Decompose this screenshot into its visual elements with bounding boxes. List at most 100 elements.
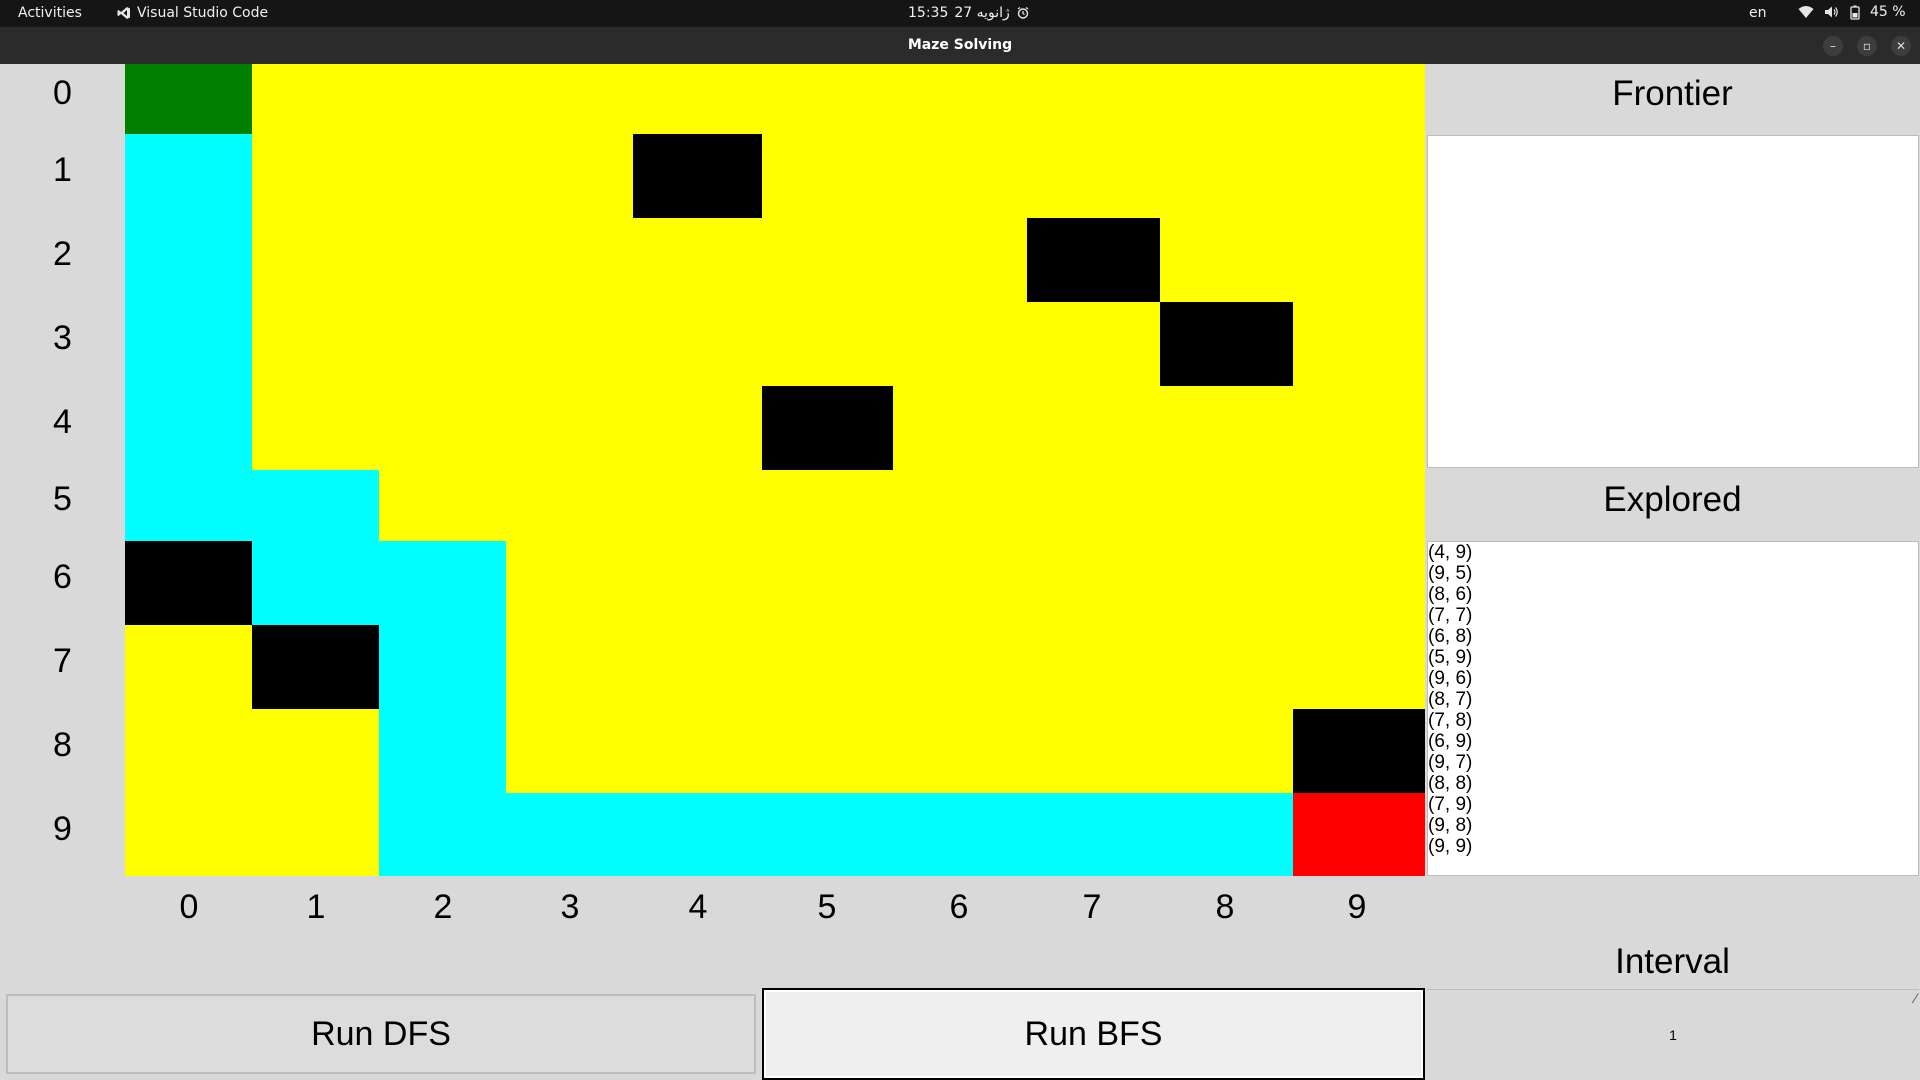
explored-cell <box>893 134 1027 218</box>
explored-cell <box>252 793 379 876</box>
column-label: 2 <box>433 888 453 926</box>
maximize-icon: ▫ <box>1862 39 1872 53</box>
explored-cell <box>506 134 633 218</box>
row-label: 4 <box>53 403 72 441</box>
list-item[interactable]: (8, 7) <box>1428 689 1473 710</box>
row-label: 9 <box>53 810 72 848</box>
system-tray[interactable]: 45 % <box>1798 4 1906 20</box>
explored-cell <box>1293 134 1425 218</box>
row-label: 0 <box>53 74 72 112</box>
explored-cell <box>1160 218 1293 302</box>
path-cell <box>125 134 252 218</box>
list-item[interactable]: (8, 6) <box>1428 584 1473 605</box>
maze-grid <box>125 64 1425 876</box>
column-label: 3 <box>560 888 580 926</box>
list-item[interactable]: (4, 9) <box>1428 542 1473 563</box>
list-item[interactable]: (7, 7) <box>1428 605 1473 626</box>
explored-cell <box>252 709 379 793</box>
list-item[interactable]: (9, 6) <box>1428 668 1473 689</box>
column-label: 9 <box>1347 888 1367 926</box>
system-top-bar: Activities Visual Studio Code 15:35 27 ژ… <box>0 0 1920 27</box>
explored-cell <box>379 302 506 386</box>
clock[interactable]: 15:35 27 ژانویه <box>908 5 1030 21</box>
explored-cell <box>762 218 893 302</box>
path-cell <box>379 709 506 793</box>
row-label: 8 <box>53 726 72 764</box>
explored-cell <box>379 218 506 302</box>
explored-cell <box>1027 302 1160 386</box>
wall-cell <box>1293 709 1425 793</box>
run-dfs-button[interactable]: Run DFS <box>6 994 756 1074</box>
close-button[interactable]: ✕ <box>1891 36 1911 56</box>
explored-cell <box>1027 625 1160 709</box>
list-item[interactable]: (6, 8) <box>1428 626 1473 647</box>
explored-list[interactable]: (4, 9) (9, 5) (8, 6) (7, 7) (6, 8) (5, 9… <box>1427 541 1919 876</box>
explored-cell <box>1160 134 1293 218</box>
maximize-button[interactable]: ▫ <box>1857 36 1877 56</box>
keyboard-language[interactable]: en <box>1749 5 1767 21</box>
wall-cell <box>633 134 762 218</box>
list-item[interactable]: (7, 8) <box>1428 710 1473 731</box>
explored-cell <box>506 386 633 470</box>
explored-cell <box>633 302 762 386</box>
explored-cell <box>1027 541 1160 625</box>
explored-cell <box>506 218 633 302</box>
active-app-menu[interactable]: Visual Studio Code <box>117 5 268 21</box>
run-bfs-button[interactable]: Run BFS <box>762 988 1425 1080</box>
frontier-title: Frontier <box>1612 74 1733 113</box>
activities-button[interactable]: Activities <box>18 5 82 21</box>
list-item[interactable]: (6, 9) <box>1428 731 1473 752</box>
explored-cell <box>762 625 893 709</box>
explored-cell <box>633 709 762 793</box>
explored-cell <box>1027 64 1160 134</box>
interval-input[interactable]: 1 ∕ <box>1427 989 1919 1080</box>
row-label: 1 <box>53 151 72 189</box>
list-item[interactable]: (9, 7) <box>1428 752 1473 773</box>
explored-cell <box>125 625 252 709</box>
explored-cell <box>1160 541 1293 625</box>
wall-cell <box>252 625 379 709</box>
list-item[interactable]: (8, 8) <box>1428 773 1473 794</box>
path-cell <box>1160 793 1293 876</box>
path-cell <box>125 302 252 386</box>
wifi-icon <box>1798 6 1814 18</box>
explored-cell <box>252 302 379 386</box>
explored-cell <box>125 793 252 876</box>
active-app-name: Visual Studio Code <box>137 5 269 21</box>
list-item[interactable]: (7, 9) <box>1428 794 1473 815</box>
explored-cell <box>893 386 1027 470</box>
explored-cell <box>252 386 379 470</box>
explored-cell <box>762 470 893 541</box>
volume-icon <box>1825 6 1838 18</box>
explored-cell <box>762 541 893 625</box>
explored-cell <box>1160 470 1293 541</box>
explored-cell <box>762 134 893 218</box>
explored-cell <box>893 709 1027 793</box>
explored-cell <box>893 302 1027 386</box>
frontier-list[interactable] <box>1427 135 1919 468</box>
list-item[interactable]: (9, 5) <box>1428 563 1473 584</box>
wall-cell <box>125 541 252 625</box>
explored-cell <box>506 625 633 709</box>
explored-cell <box>633 625 762 709</box>
explored-cell <box>893 625 1027 709</box>
explored-cell <box>252 218 379 302</box>
minimize-button[interactable]: – <box>1823 36 1843 56</box>
interval-value: 1 <box>1669 1027 1677 1043</box>
explored-cell <box>379 64 506 134</box>
explored-cell <box>1027 709 1160 793</box>
explored-cell <box>1027 470 1160 541</box>
column-label: 1 <box>306 888 326 926</box>
wall-cell <box>1027 218 1160 302</box>
list-item[interactable]: (5, 9) <box>1428 647 1473 668</box>
clock-time: 15:35 <box>908 5 949 21</box>
list-item[interactable]: (9, 8) <box>1428 815 1473 836</box>
explored-cell <box>1293 470 1425 541</box>
explored-cell <box>762 709 893 793</box>
row-label: 5 <box>53 480 72 518</box>
path-cell <box>379 625 506 709</box>
resize-handle-icon: ∕ <box>1914 990 1917 1006</box>
path-cell <box>379 541 506 625</box>
explored-cell <box>1293 386 1425 470</box>
list-item[interactable]: (9, 9) <box>1428 836 1473 857</box>
